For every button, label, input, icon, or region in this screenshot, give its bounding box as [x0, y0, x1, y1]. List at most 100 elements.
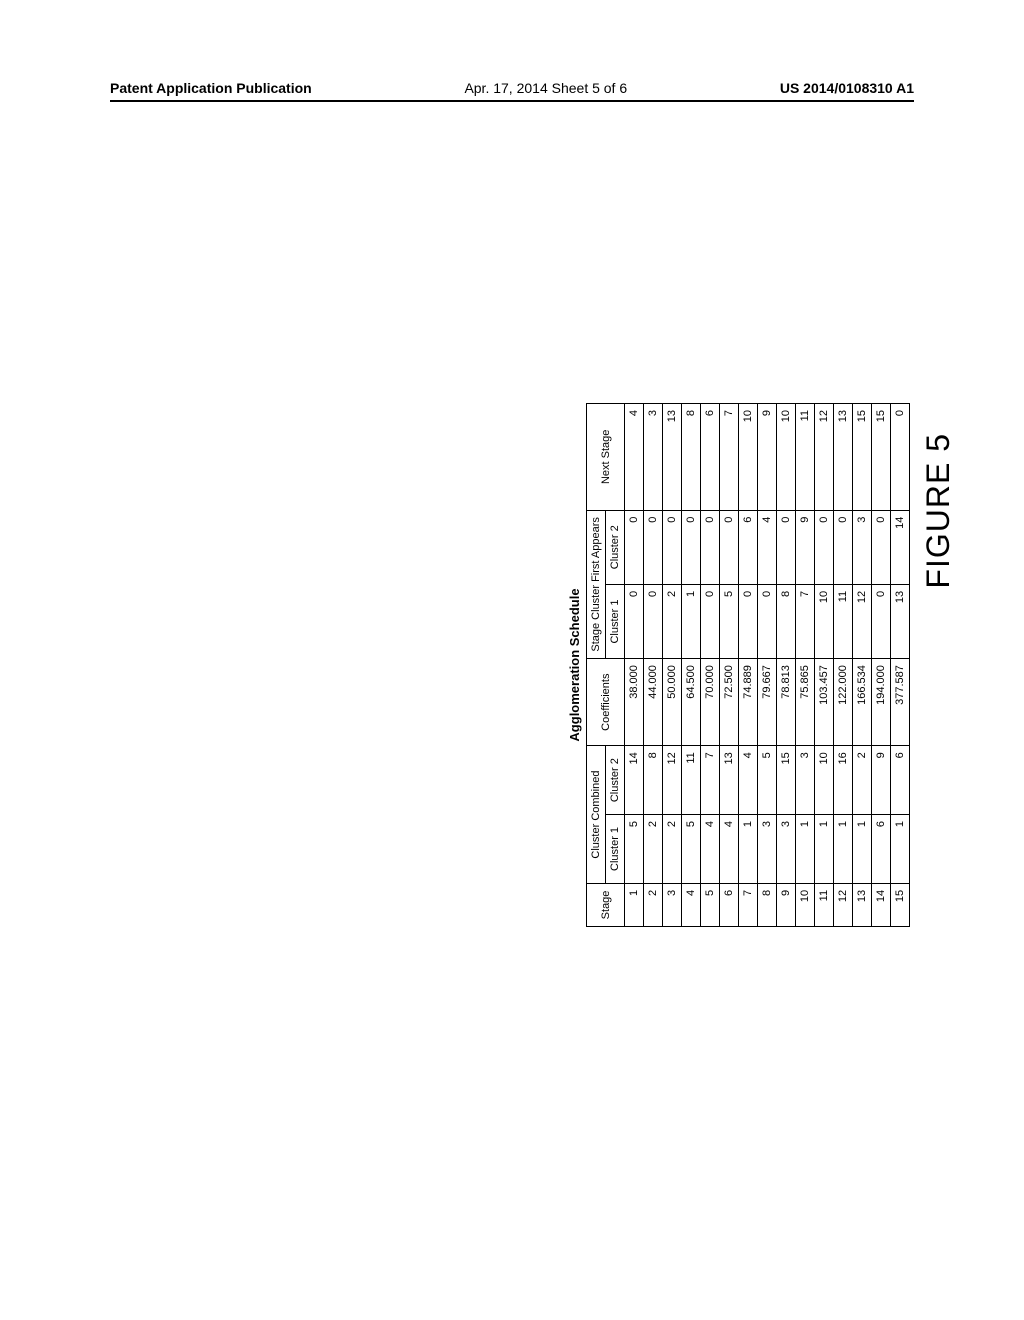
cell-stage: 1 — [625, 883, 644, 926]
col-cc-cluster1-header: Cluster 1 — [606, 815, 625, 884]
cell-sc1: 10 — [815, 584, 834, 658]
cell-coef: 44.000 — [644, 659, 663, 746]
cell-sc2: 6 — [739, 510, 758, 584]
cell-stage: 6 — [720, 883, 739, 926]
cell-cc1: 2 — [663, 815, 682, 884]
cell-sc2: 0 — [872, 510, 891, 584]
cell-sc2: 4 — [758, 510, 777, 584]
cell-next: 13 — [663, 404, 682, 511]
table-row: 101375.8657911 — [796, 404, 815, 927]
cell-stage: 2 — [644, 883, 663, 926]
cell-next: 15 — [853, 404, 872, 511]
cell-next: 15 — [872, 404, 891, 511]
table-row: 11110103.45710012 — [815, 404, 834, 927]
cell-cc2: 8 — [644, 746, 663, 815]
cell-next: 10 — [739, 404, 758, 511]
cell-coef: 103.457 — [815, 659, 834, 746]
cell-coef: 377.587 — [891, 659, 910, 746]
cell-next: 11 — [796, 404, 815, 511]
cell-sc1: 7 — [796, 584, 815, 658]
cell-sc1: 8 — [777, 584, 796, 658]
cell-sc1: 12 — [853, 584, 872, 658]
cell-cc1: 4 — [701, 815, 720, 884]
cell-cc1: 1 — [815, 815, 834, 884]
cell-stage: 7 — [739, 883, 758, 926]
table-row: 1469194.0000015 — [872, 404, 891, 927]
cell-sc2: 0 — [625, 510, 644, 584]
table-title: Agglomeration Schedule — [567, 403, 582, 927]
cell-coef: 79.667 — [758, 659, 777, 746]
cell-sc1: 0 — [758, 584, 777, 658]
cell-cc2: 12 — [663, 746, 682, 815]
cell-next: 7 — [720, 404, 739, 511]
table-row: 641372.500507 — [720, 404, 739, 927]
col-group-stage-first-appears: Stage Cluster First Appears — [587, 510, 606, 659]
cell-cc2: 9 — [872, 746, 891, 815]
cell-cc1: 5 — [625, 815, 644, 884]
cell-next: 9 — [758, 404, 777, 511]
cell-cc1: 6 — [872, 815, 891, 884]
cell-stage: 4 — [682, 883, 701, 926]
cell-cc2: 4 — [739, 746, 758, 815]
cell-sc1: 0 — [701, 584, 720, 658]
cell-sc1: 0 — [644, 584, 663, 658]
cell-cc2: 11 — [682, 746, 701, 815]
cell-coef: 78.813 — [777, 659, 796, 746]
rotated-figure-container: Agglomeration Schedule Stage Cluster Com… — [567, 403, 957, 927]
cell-cc2: 6 — [891, 746, 910, 815]
col-next-stage-header: Next Stage — [587, 404, 625, 511]
cell-stage: 9 — [777, 883, 796, 926]
col-group-cluster-combined: Cluster Combined — [587, 746, 606, 884]
table-row: 1312166.53412315 — [853, 404, 872, 927]
cell-cc1: 3 — [777, 815, 796, 884]
cell-next: 13 — [834, 404, 853, 511]
cell-sc2: 0 — [644, 510, 663, 584]
cell-sc1: 1 — [682, 584, 701, 658]
cell-sc1: 5 — [720, 584, 739, 658]
cell-sc2: 9 — [796, 510, 815, 584]
cell-next: 6 — [701, 404, 720, 511]
cell-sc1: 13 — [891, 584, 910, 658]
cell-next: 8 — [682, 404, 701, 511]
cell-coef: 70.000 — [701, 659, 720, 746]
table-row: 12116122.00011013 — [834, 404, 853, 927]
cell-cc2: 16 — [834, 746, 853, 815]
cell-coef: 75.865 — [796, 659, 815, 746]
cell-cc2: 13 — [720, 746, 739, 815]
cell-stage: 13 — [853, 883, 872, 926]
table-row: 1516377.58713140 — [891, 404, 910, 927]
col-sc-cluster1-header: Cluster 1 — [606, 584, 625, 658]
cell-coef: 64.500 — [682, 659, 701, 746]
table-row: 931578.8138010 — [777, 404, 796, 927]
cell-cc1: 2 — [644, 815, 663, 884]
cell-sc2: 0 — [663, 510, 682, 584]
cell-cc2: 14 — [625, 746, 644, 815]
cell-cc1: 4 — [720, 815, 739, 884]
table-row: 451164.500108 — [682, 404, 701, 927]
cell-stage: 5 — [701, 883, 720, 926]
cell-cc2: 15 — [777, 746, 796, 815]
table-row: 22844.000003 — [644, 404, 663, 927]
cell-cc1: 3 — [758, 815, 777, 884]
cell-stage: 11 — [815, 883, 834, 926]
cell-coef: 74.889 — [739, 659, 758, 746]
cell-stage: 12 — [834, 883, 853, 926]
cell-cc1: 5 — [682, 815, 701, 884]
cell-coef: 166.534 — [853, 659, 872, 746]
cell-cc1: 1 — [853, 815, 872, 884]
col-sc-cluster2-header: Cluster 2 — [606, 510, 625, 584]
cell-coef: 50.000 — [663, 659, 682, 746]
cell-sc1: 0 — [625, 584, 644, 658]
cell-cc2: 7 — [701, 746, 720, 815]
col-cc-cluster2-header: Cluster 2 — [606, 746, 625, 815]
cell-sc2: 0 — [815, 510, 834, 584]
cell-next: 0 — [891, 404, 910, 511]
cell-next: 10 — [777, 404, 796, 511]
cell-cc2: 5 — [758, 746, 777, 815]
cell-next: 3 — [644, 404, 663, 511]
cell-cc1: 1 — [891, 815, 910, 884]
cell-cc2: 3 — [796, 746, 815, 815]
sheet-label: Apr. 17, 2014 Sheet 5 of 6 — [464, 80, 627, 96]
cell-coef: 38.000 — [625, 659, 644, 746]
cell-coef: 122.000 — [834, 659, 853, 746]
